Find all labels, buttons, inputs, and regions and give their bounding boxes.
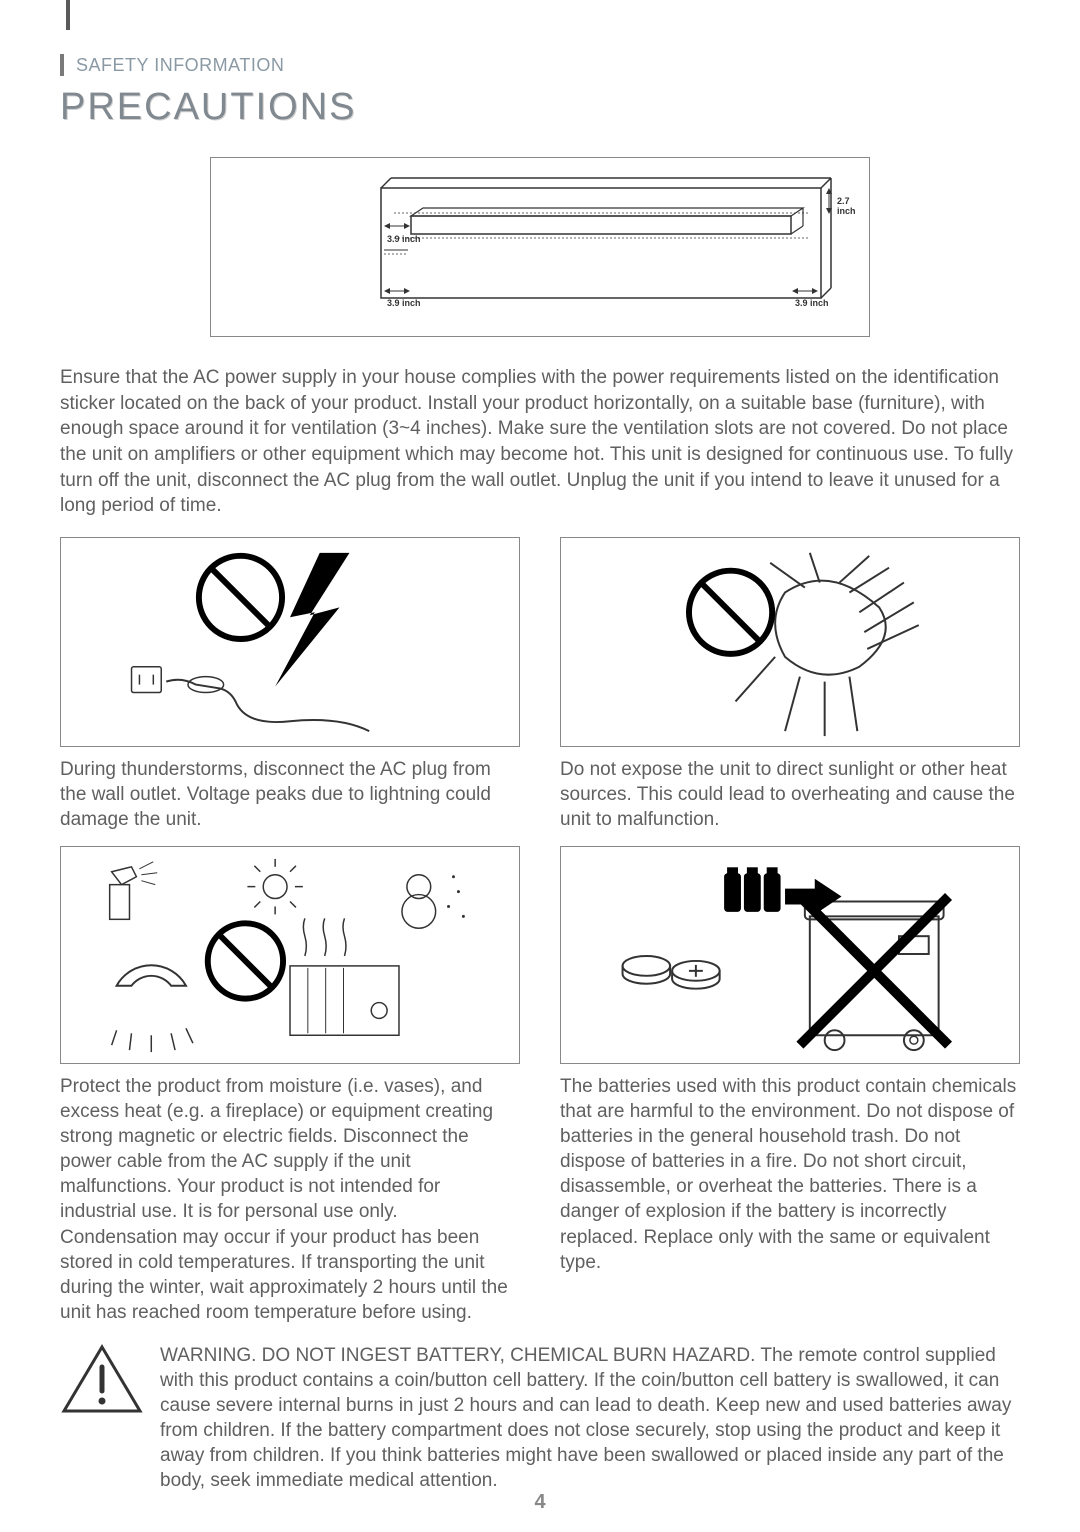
moisture-illustration (60, 846, 520, 1064)
sunlight-caption: Do not expose the unit to direct sunligh… (560, 757, 1020, 832)
battery-svg (561, 847, 1019, 1063)
sunlight-svg (561, 538, 1019, 746)
page-title: PRECAUTIONS (60, 86, 1020, 129)
page-number: 4 (534, 1491, 545, 1514)
battery-illustration (560, 846, 1020, 1064)
battery-caption: The batteries used with this product con… (560, 1074, 1020, 1275)
warning-block: WARNING. DO NOT INGEST BATTERY, CHEMICAL… (60, 1343, 1020, 1493)
section-header: SAFETY INFORMATION (60, 54, 1020, 76)
warning-icon (60, 1343, 144, 1417)
moisture-caption: Protect the product from moisture (i.e. … (60, 1074, 520, 1325)
clearance-diagram: 2.7 inch 3.9 inch 3.9 inch 3.9 inch (210, 157, 870, 337)
section-label: SAFETY INFORMATION (76, 55, 284, 76)
warning-text: WARNING. DO NOT INGEST BATTERY, CHEMICAL… (160, 1343, 1020, 1493)
clearance-svg (211, 158, 871, 338)
intro-paragraph: Ensure that the AC power supply in your … (60, 365, 1020, 519)
thunderstorm-svg (61, 538, 519, 746)
thunderstorm-caption: During thunderstorms, disconnect the AC … (60, 757, 520, 832)
clearance-bl-label: 3.9 inch (387, 298, 421, 308)
thunderstorm-illustration (60, 537, 520, 747)
top-edge-tab (66, 0, 70, 30)
moisture-svg (61, 847, 519, 1063)
sunlight-illustration (560, 537, 1020, 747)
clearance-top-label: 2.7 inch (837, 196, 869, 216)
clearance-left-label: 3.9 inch (387, 234, 421, 244)
section-bar (60, 54, 64, 76)
clearance-br-label: 3.9 inch (795, 298, 829, 308)
